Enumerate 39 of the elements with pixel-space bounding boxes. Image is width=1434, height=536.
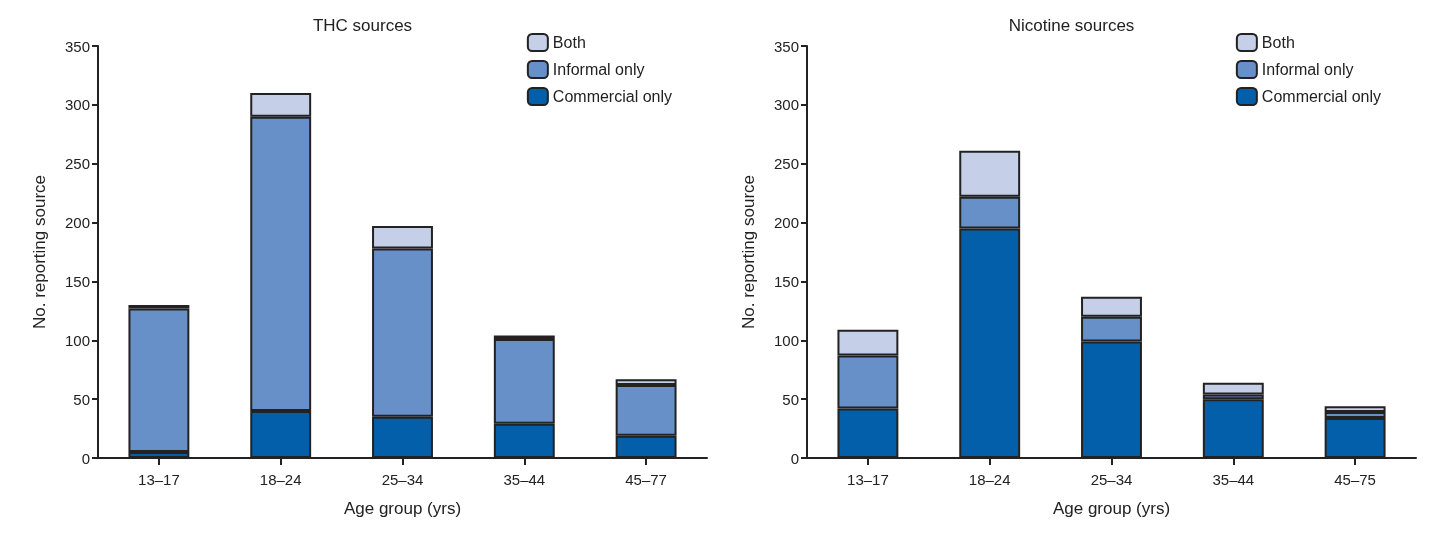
y-tick-label: 100 (64, 331, 90, 349)
y-tick-label: 300 (773, 96, 799, 114)
x-tick-label: 35–44 (1212, 471, 1255, 488)
y-tick-label: 50 (782, 390, 799, 408)
y-tick-label: 0 (790, 449, 799, 467)
legend-label: Informal only (552, 61, 645, 78)
y-tick-label: 300 (64, 96, 90, 114)
x-axis-title: Age group (yrs) (343, 499, 462, 518)
legend-label: Commercial only (1261, 88, 1381, 105)
x-tick-label: 25–34 (381, 471, 424, 488)
y-tick-label: 50 (73, 390, 90, 408)
legend-label: Both (1261, 34, 1295, 51)
y-tick-label: 150 (773, 272, 799, 290)
y-tick-label: 100 (773, 331, 799, 349)
x-tick-label: 45–77 (625, 471, 667, 488)
y-tick-label: 200 (773, 214, 799, 232)
legend-label: Both (552, 34, 586, 51)
legend-label: Informal only (1261, 61, 1354, 78)
x-tick-label: 18–24 (968, 471, 1011, 488)
x-axis-title: Age group (yrs) (1052, 499, 1171, 518)
chart-title: Nicotine sources (1008, 16, 1135, 35)
y-tick-label: 350 (64, 37, 90, 55)
y-tick-label: 250 (64, 155, 90, 173)
x-tick-label: 13–17 (847, 471, 889, 488)
bar (1202, 382, 1264, 395)
y-tick-label: 150 (64, 272, 90, 290)
y-tick-label: 0 (81, 449, 90, 467)
y-tick-label: 350 (773, 37, 799, 55)
x-tick-label: 13–17 (138, 471, 180, 488)
y-axis-title: No. reporting source (30, 174, 49, 330)
y-axis-title: No. reporting source (739, 174, 758, 330)
y-tick-label: 200 (64, 214, 90, 232)
y-tick-label: 250 (773, 155, 799, 173)
x-tick-label: 18–24 (259, 471, 302, 488)
chart-title: THC sources (312, 16, 413, 35)
legend-label: Commercial only (552, 88, 672, 105)
x-tick-label: 45–75 (1334, 471, 1376, 488)
x-tick-label: 35–44 (503, 471, 546, 488)
x-tick-label: 25–34 (1090, 471, 1133, 488)
